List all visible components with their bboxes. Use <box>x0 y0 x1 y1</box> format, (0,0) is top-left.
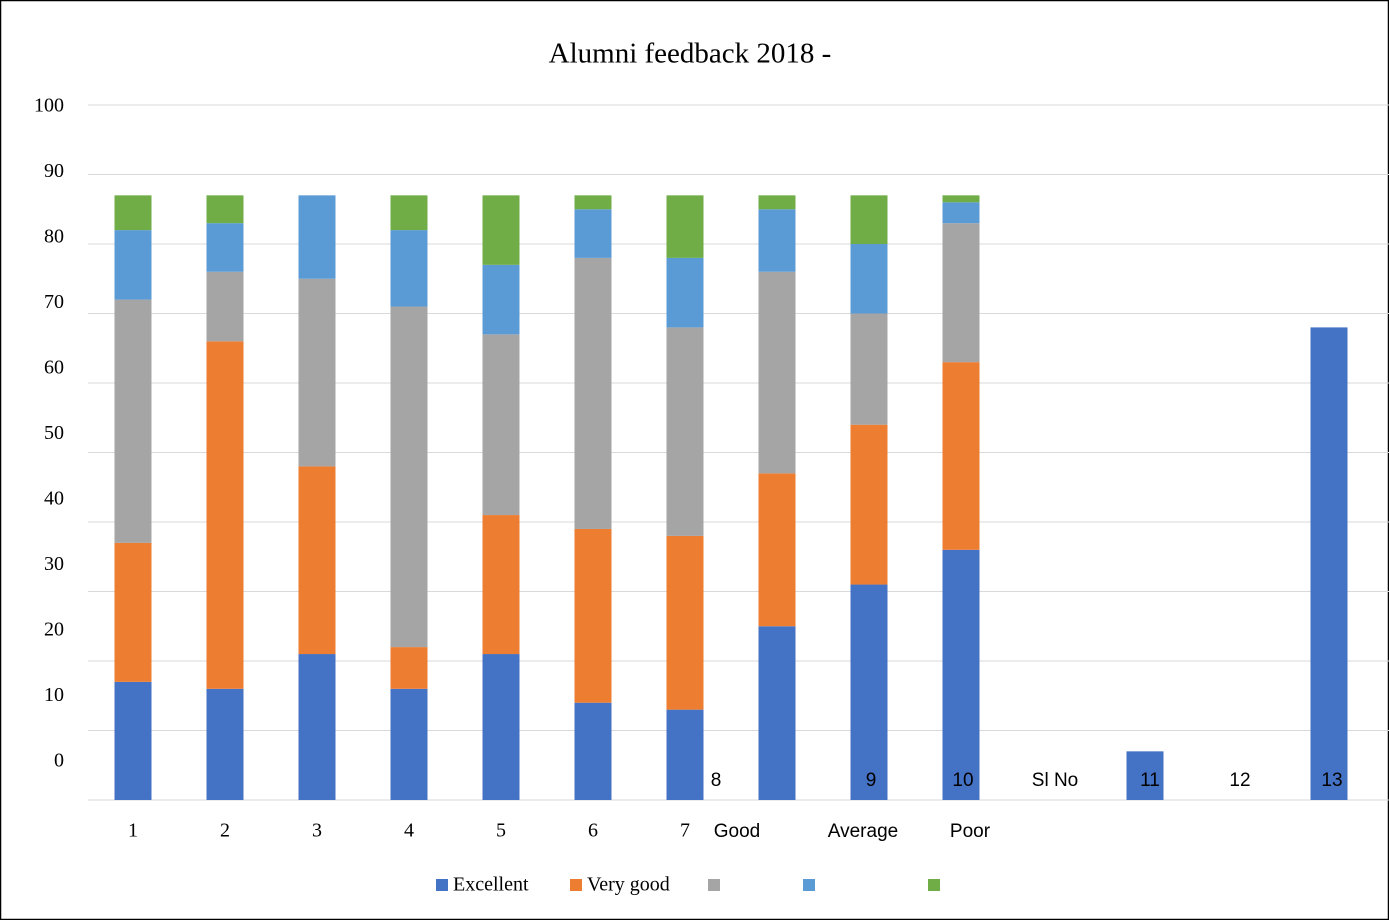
bar-segment <box>482 195 520 265</box>
x-tick-label: Average <box>828 821 898 842</box>
bar-segment <box>942 195 980 203</box>
y-tick-label: 0 <box>54 750 64 772</box>
bar-segment <box>298 278 336 467</box>
legend-swatch <box>570 879 582 891</box>
bar-segment <box>114 542 152 682</box>
bar-segment <box>206 195 244 224</box>
x-tick-label: 1 <box>128 820 138 842</box>
y-tick-label: 100 <box>34 95 64 117</box>
chart-title: Alumni feedback 2018 - <box>549 38 832 70</box>
legend-label: Very good <box>587 874 670 896</box>
bar-segment <box>942 223 980 363</box>
legend-swatch <box>928 879 940 891</box>
x-tick-label: Good <box>714 821 760 842</box>
x-tick-label: 6 <box>588 820 598 842</box>
bar-segment <box>758 271 796 474</box>
bar-segment <box>666 709 704 800</box>
bar-segment <box>850 424 888 585</box>
bar-segment <box>482 334 520 516</box>
bar-segment <box>666 195 704 258</box>
x-tick-label: 4 <box>404 820 414 842</box>
bar-segment <box>206 271 244 342</box>
bar-segment <box>114 299 152 543</box>
bar-segment <box>1126 751 1164 800</box>
bar-segment <box>758 626 796 800</box>
bar-segment <box>298 195 336 279</box>
annotation: 13 <box>1321 770 1342 791</box>
bar-segment <box>850 313 888 425</box>
annotation: 9 <box>866 770 877 791</box>
bar-segment <box>942 202 980 224</box>
y-tick-label: 20 <box>44 619 64 641</box>
bar-segment <box>850 584 888 800</box>
bar-segment <box>942 549 980 800</box>
y-tick-label: 50 <box>44 422 64 444</box>
bar-segment <box>850 195 888 244</box>
bar-segment <box>574 209 612 258</box>
bar-segment <box>114 681 152 800</box>
bar-segment <box>390 230 428 307</box>
bar-segment <box>758 473 796 627</box>
bar-segment <box>574 702 612 800</box>
legend-swatch <box>436 879 448 891</box>
bar-segment <box>666 327 704 536</box>
y-tick-label: 80 <box>44 226 64 248</box>
bar-segment <box>942 362 980 550</box>
bar-segment <box>390 195 428 231</box>
legend-swatch <box>803 879 815 891</box>
y-tick-label: 30 <box>44 553 64 575</box>
y-tick-label: 90 <box>44 160 64 182</box>
x-tick-label: 2 <box>220 820 230 842</box>
y-tick-label: 10 <box>44 684 64 706</box>
bar-segment <box>206 688 244 800</box>
bar-segment <box>206 341 244 689</box>
x-tick-label: 7 <box>680 820 690 842</box>
bar-segment <box>390 647 428 689</box>
bar-segment <box>1310 327 1348 800</box>
bar-segment <box>574 257 612 529</box>
legend-swatch <box>708 879 720 891</box>
bar-segment <box>114 230 152 300</box>
x-tick-label: 5 <box>496 820 506 842</box>
annotation: 12 <box>1229 770 1250 791</box>
y-tick-label: 60 <box>44 357 64 379</box>
bar-segment <box>482 654 520 800</box>
annotation: 8 <box>711 770 722 791</box>
x-tick-label: 3 <box>312 820 322 842</box>
bar-segment <box>482 515 520 655</box>
bar-segment <box>574 195 612 210</box>
bar-segment <box>390 688 428 800</box>
bar-segment <box>298 466 336 655</box>
bar-segment <box>850 244 888 314</box>
bar-segment <box>482 264 520 335</box>
bar-segment <box>206 223 244 272</box>
y-tick-label: 70 <box>44 291 64 313</box>
annotation: Sl No <box>1032 770 1078 791</box>
annotation: 11 <box>1140 770 1160 791</box>
bar-segment <box>758 195 796 210</box>
bar-segment <box>666 257 704 328</box>
bar-segment <box>758 209 796 272</box>
annotation: 10 <box>952 770 973 791</box>
bar-segment <box>114 195 152 231</box>
x-tick-label: Poor <box>950 821 991 842</box>
bar-segment <box>574 528 612 703</box>
bar-segment <box>298 654 336 800</box>
legend-label: Excellent <box>453 874 529 896</box>
y-tick-label: 40 <box>44 488 64 510</box>
bar-segment <box>390 306 428 648</box>
bar-segment <box>666 535 704 710</box>
